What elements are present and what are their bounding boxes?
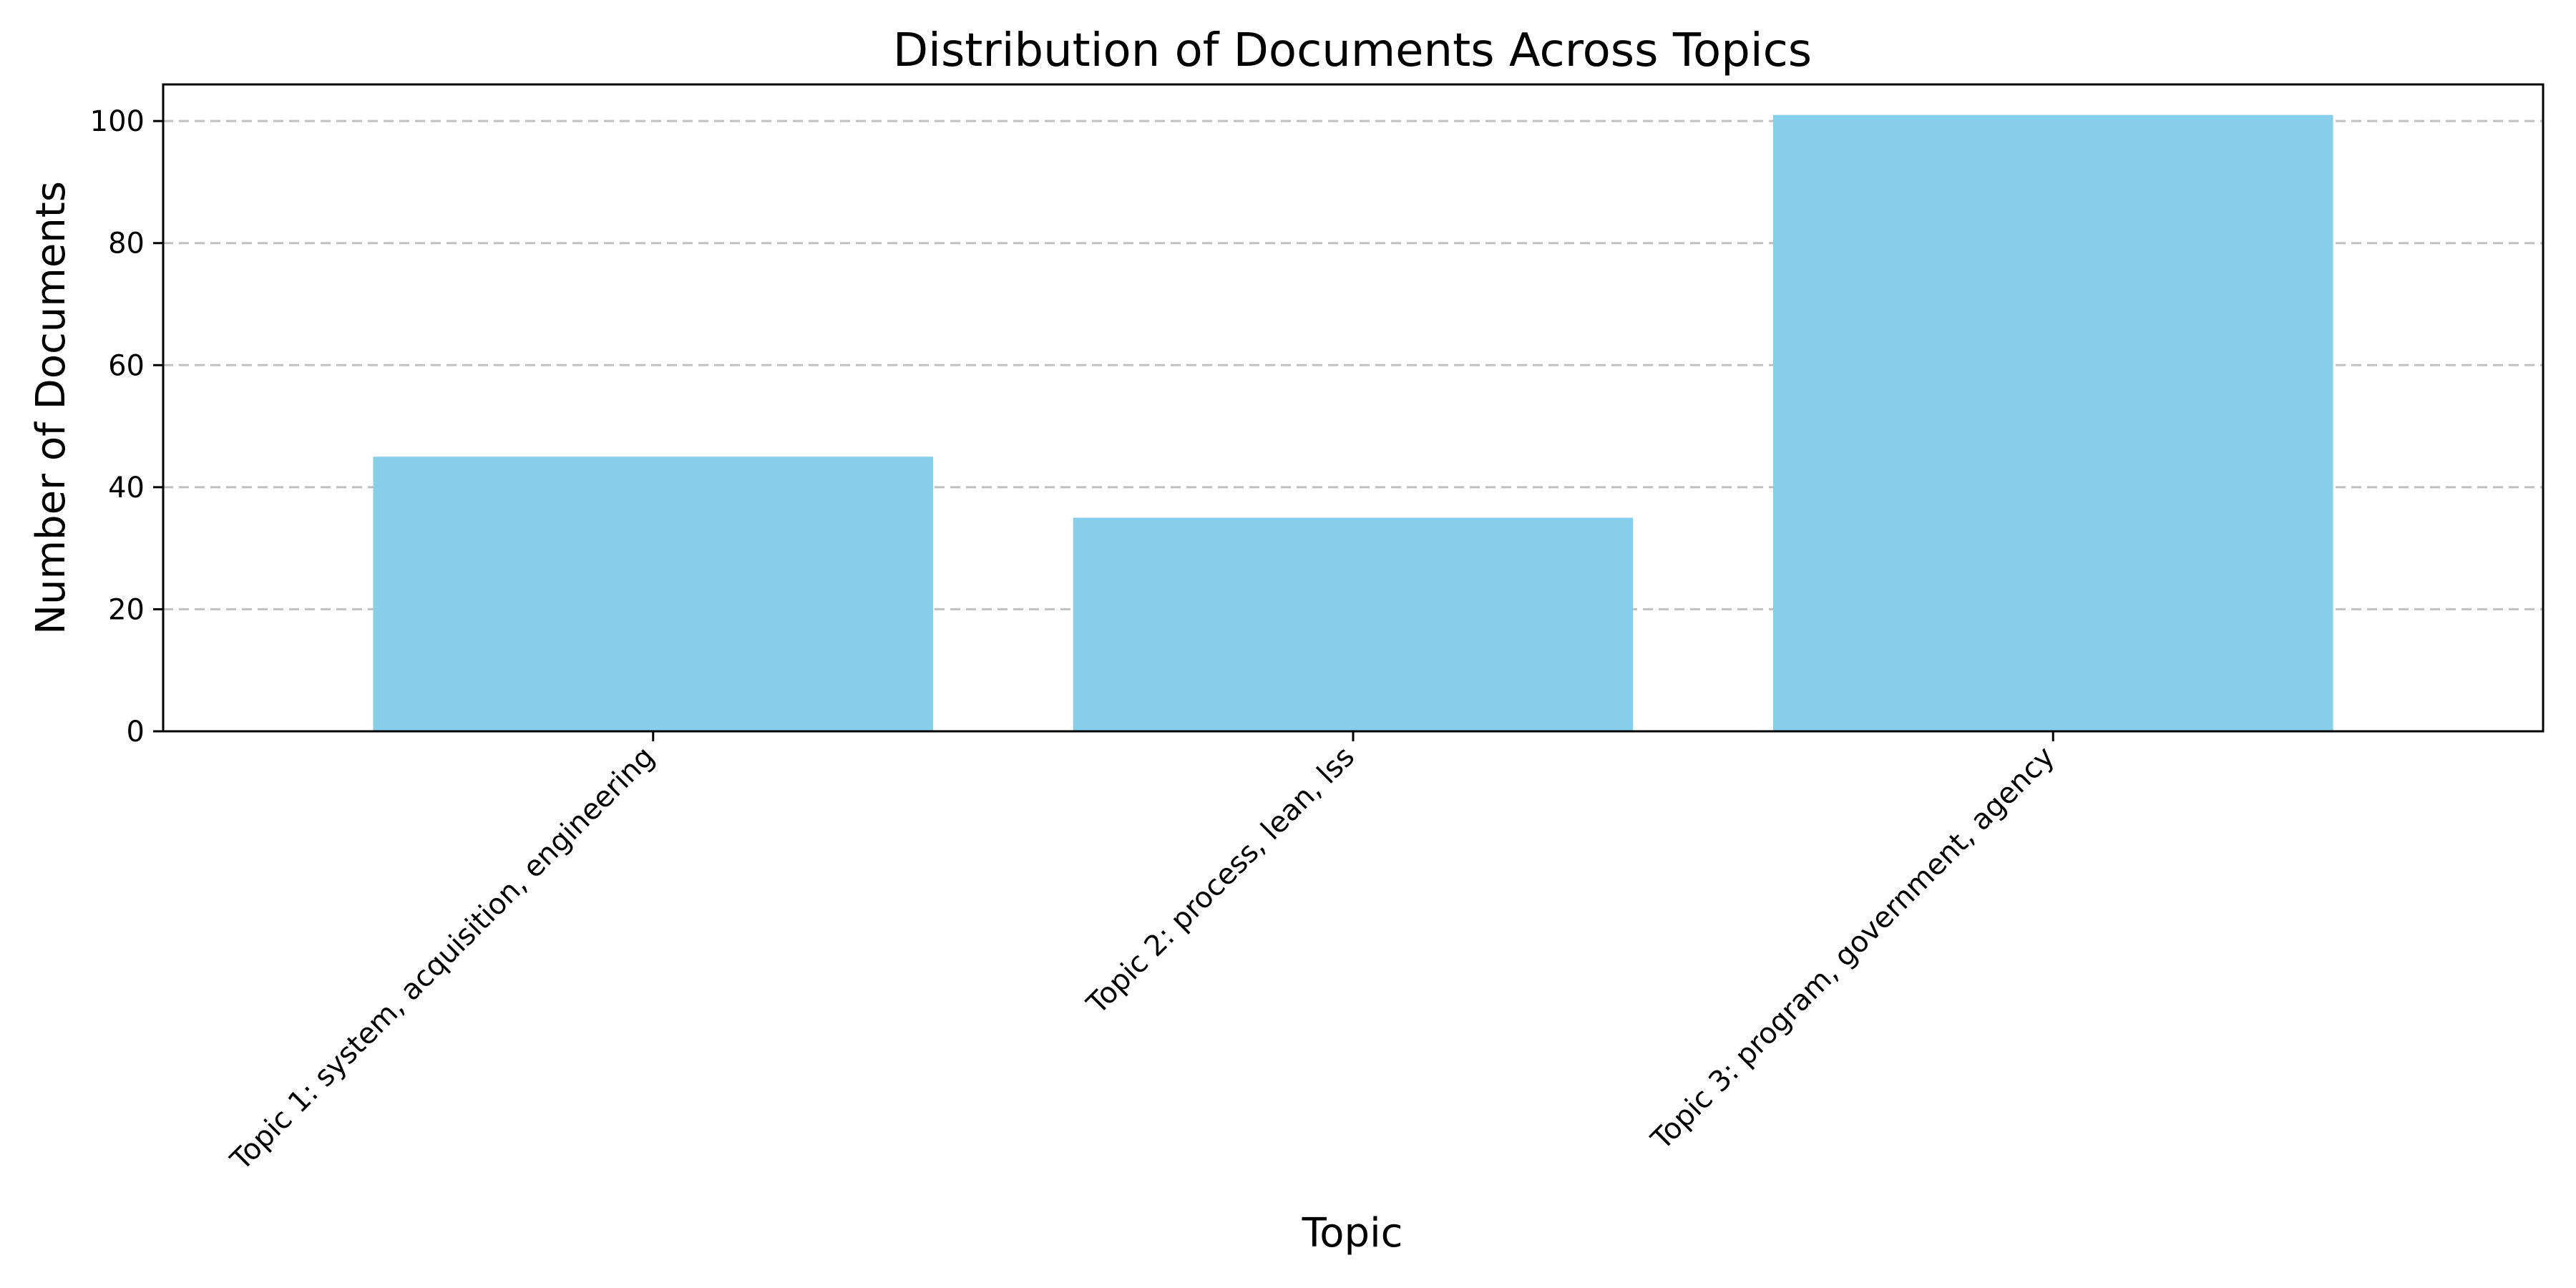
y-tick-label: 100: [90, 105, 145, 138]
y-tick-label: 40: [108, 472, 145, 504]
x-axis-label: Topic: [1302, 1210, 1403, 1257]
x-axis-ticks: Topic 1: system, acquisition, engineerin…: [224, 731, 2061, 1177]
bars: [373, 114, 2333, 732]
x-tick-label: Topic 1: system, acquisition, engineerin…: [224, 741, 661, 1178]
chart-title: Distribution of Documents Across Topics: [893, 24, 1812, 77]
bar: [1073, 517, 1634, 731]
y-tick-label: 0: [127, 716, 145, 748]
bar: [373, 457, 934, 731]
y-axis-label: Number of Documents: [28, 181, 74, 635]
y-axis-ticks: 0 20 40 60 80 100: [90, 105, 163, 748]
bar: [1772, 114, 2333, 732]
y-tick-label: 20: [108, 593, 145, 626]
x-tick-label: Topic 2: process, lean, lss: [1080, 741, 1361, 1021]
y-tick-label: 60: [108, 349, 145, 382]
x-tick-label: Topic 3: program, government, agency: [1644, 741, 2061, 1157]
y-tick-label: 80: [108, 228, 145, 260]
